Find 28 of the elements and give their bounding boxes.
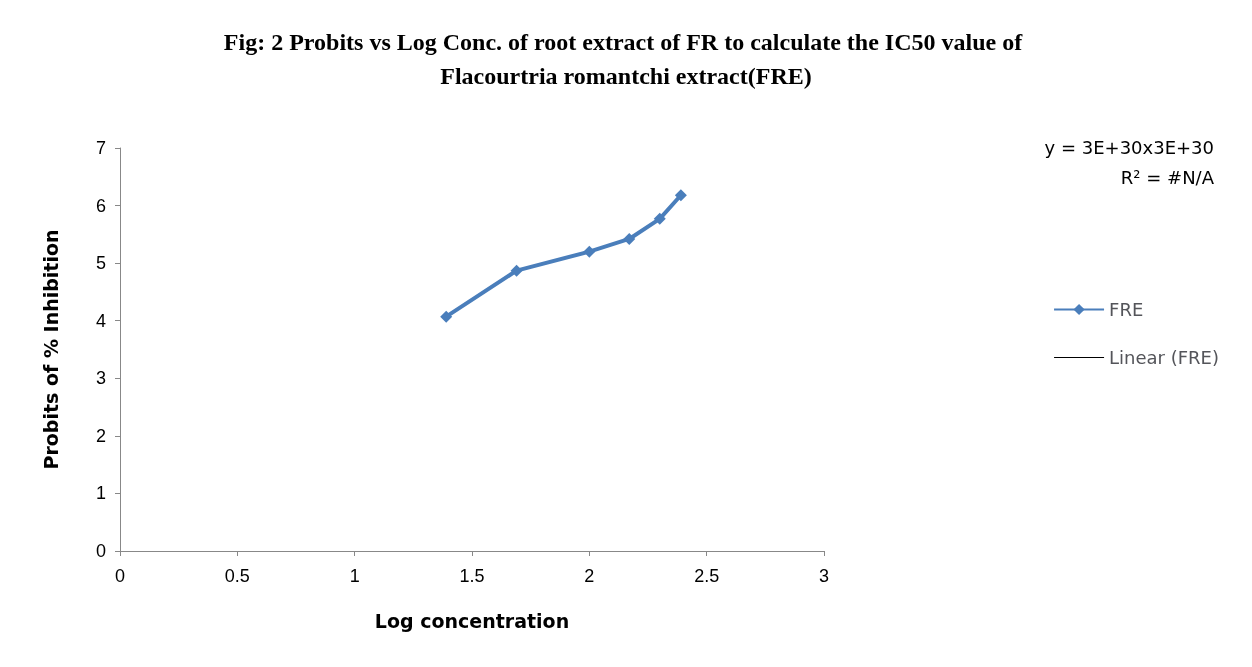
y-tick-label: 0: [95, 541, 106, 561]
y-axis-title: Probits of % Inhibition: [39, 229, 62, 470]
y-tick-label: 3: [95, 368, 106, 389]
x-tick-label: 0.5: [224, 566, 250, 586]
point: [510, 264, 523, 277]
legend-label: Linear (FRE): [1109, 347, 1220, 368]
x-tick-label: 3: [818, 566, 830, 586]
text: y = 3E+30x3E+30: [1044, 136, 1214, 158]
point: [653, 212, 666, 225]
x-tick-label: 1.5: [459, 566, 485, 586]
x-axis-title: Log concentration: [374, 609, 570, 632]
x-tick-label: 2: [584, 566, 595, 586]
point: [440, 310, 453, 323]
point: [583, 245, 596, 258]
y-tick-label: 1: [95, 483, 106, 504]
y-tick-label: 5: [95, 253, 106, 274]
chart-title: Fig: 2 Probits vs Log Conc. of root extract of FR to calculate the IC50 value of Flacourtria romantchi extract(FRE): [223, 29, 1029, 89]
legend-label: FRE: [1109, 299, 1144, 320]
text: R² = #N/A: [1120, 166, 1215, 188]
point: [674, 189, 687, 202]
x-tick-label: 1: [349, 566, 360, 586]
y-tick-label: 4: [95, 310, 106, 331]
point: [623, 232, 636, 245]
x-tick-label: 2.5: [694, 566, 720, 586]
y-tick-label: 6: [95, 195, 106, 216]
y-tick-label: 2: [95, 425, 106, 446]
x-tick-label: 0: [114, 566, 126, 586]
y-tick-label: 7: [95, 138, 106, 158]
